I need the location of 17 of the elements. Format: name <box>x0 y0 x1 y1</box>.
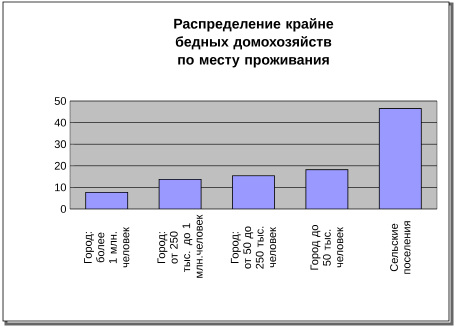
bar <box>85 192 128 209</box>
x-tick-label: Город: более 1 млн. человек <box>84 227 130 268</box>
y-tick-label: 50 <box>54 97 66 105</box>
x-tick-label: Город до 50 тыс. человек <box>310 225 344 270</box>
bar <box>232 175 275 209</box>
x-tick-label: Город: от 50 до 250 тыс. человек <box>230 226 276 269</box>
bar <box>378 108 422 209</box>
x-tick-label: Город: от 250 тыс. до 1 млн.человек <box>158 214 203 278</box>
bar <box>305 169 348 209</box>
y-tick-label: 10 <box>55 184 66 192</box>
y-tick-label: 30 <box>54 140 66 148</box>
y-tick-label: 40 <box>54 118 66 126</box>
bar <box>158 179 202 209</box>
y-tick-label: 20 <box>54 162 66 170</box>
chart-title: Распределение крайне бедных домохозяйств по месту проживания <box>174 18 334 68</box>
x-tick-label: Сельские поселения <box>390 221 410 274</box>
y-tick-label: 0 <box>60 205 66 213</box>
